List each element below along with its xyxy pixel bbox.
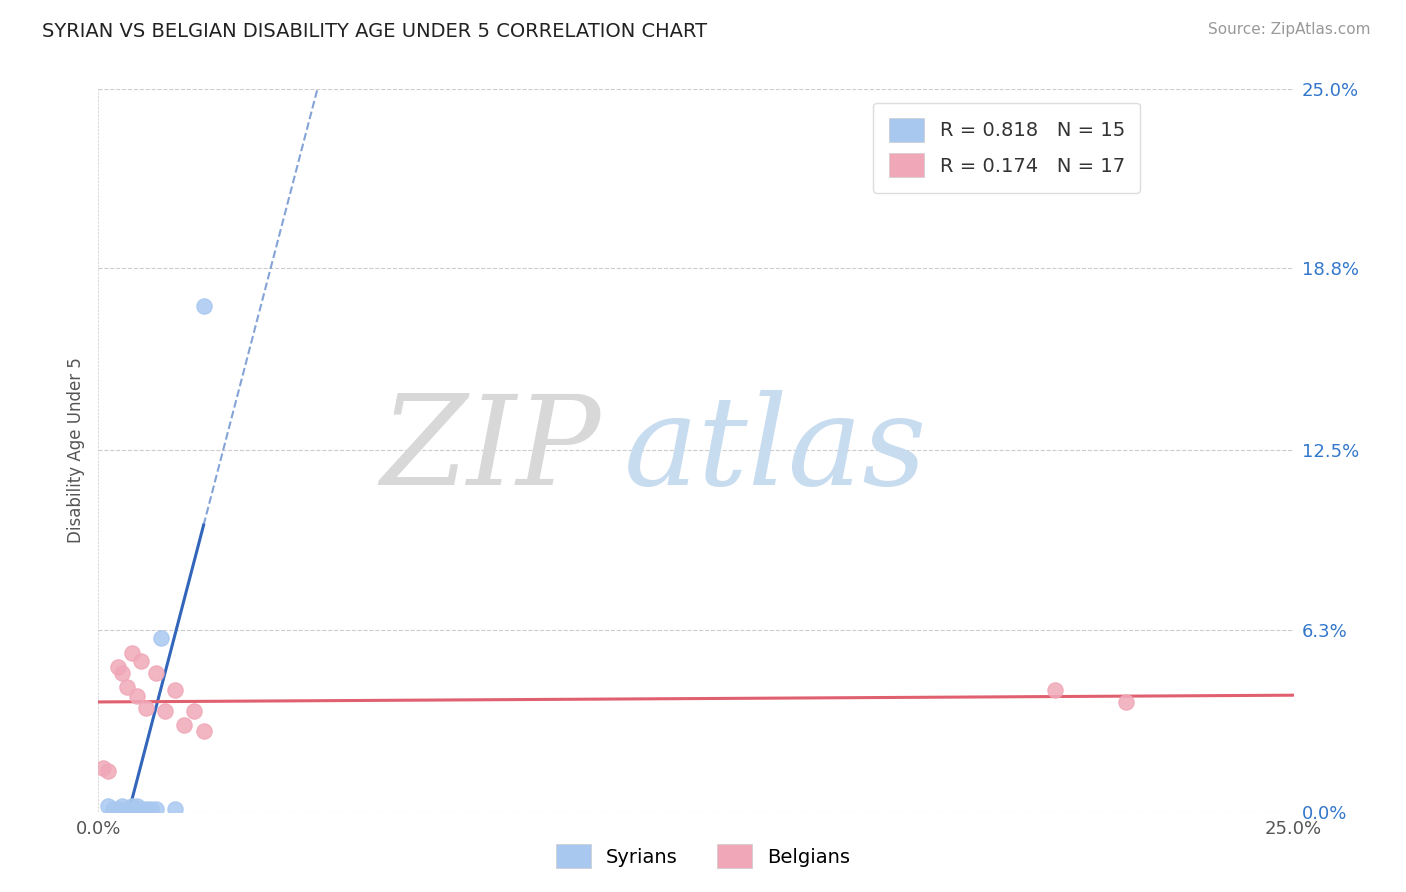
Point	[121, 799, 143, 814]
Point	[125, 689, 148, 703]
Point	[145, 802, 167, 816]
Point	[121, 646, 143, 660]
Text: atlas: atlas	[624, 390, 928, 511]
Point	[163, 802, 186, 816]
Point	[111, 799, 134, 814]
Point	[107, 802, 129, 816]
Point	[135, 700, 157, 714]
Point	[193, 299, 215, 313]
Point	[131, 802, 153, 816]
Point	[1043, 683, 1066, 698]
Legend: R = 0.818   N = 15, R = 0.174   N = 17: R = 0.818 N = 15, R = 0.174 N = 17	[873, 103, 1140, 193]
Point	[111, 665, 134, 680]
Point	[121, 802, 143, 816]
Point	[101, 802, 124, 816]
Point	[173, 718, 195, 732]
Point	[97, 799, 120, 814]
Legend: Syrians, Belgians: Syrians, Belgians	[546, 835, 860, 878]
Point	[131, 655, 153, 669]
Y-axis label: Disability Age Under 5: Disability Age Under 5	[66, 358, 84, 543]
Point	[97, 764, 120, 779]
Point	[193, 723, 215, 738]
Point	[1115, 695, 1137, 709]
Point	[115, 681, 138, 695]
Point	[91, 761, 114, 775]
Point	[183, 704, 205, 718]
Point	[149, 632, 172, 646]
Text: Source: ZipAtlas.com: Source: ZipAtlas.com	[1208, 22, 1371, 37]
Point	[135, 802, 157, 816]
Point	[139, 802, 162, 816]
Point	[115, 802, 138, 816]
Point	[145, 665, 167, 680]
Point	[107, 660, 129, 674]
Point	[163, 683, 186, 698]
Text: SYRIAN VS BELGIAN DISABILITY AGE UNDER 5 CORRELATION CHART: SYRIAN VS BELGIAN DISABILITY AGE UNDER 5…	[42, 22, 707, 41]
Text: ZIP: ZIP	[380, 390, 600, 511]
Point	[155, 704, 177, 718]
Point	[125, 799, 148, 814]
